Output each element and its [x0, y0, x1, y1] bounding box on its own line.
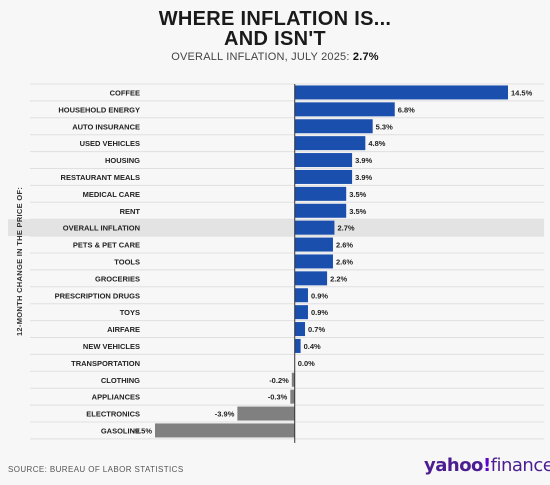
- category-label: TOYS: [120, 308, 140, 317]
- bar: [294, 338, 301, 353]
- y-axis-label: 12-MONTH CHANGE IN THE PRICE OF:: [15, 187, 24, 336]
- subtitle-prefix: OVERALL INFLATION, JULY 2025:: [171, 51, 353, 63]
- chart-title: WHERE INFLATION IS... AND ISN'T: [0, 9, 550, 49]
- subtitle-value: 2.7%: [352, 51, 379, 63]
- bar: [294, 254, 333, 269]
- bar: [294, 322, 306, 337]
- value-label: 0.4%: [304, 342, 321, 351]
- chart-subtitle: OVERALL INFLATION, JULY 2025: 2.7%: [0, 51, 550, 63]
- value-label: -0.3%: [268, 393, 288, 402]
- value-label: -0.2%: [269, 376, 289, 385]
- category-label: AUTO INSURANCE: [72, 122, 140, 131]
- category-label: NEW VEHICLES: [83, 342, 140, 351]
- bar: [294, 169, 353, 184]
- value-label: 0.9%: [311, 308, 328, 317]
- bar: [294, 203, 347, 218]
- category-label: GROCERIES: [95, 274, 140, 283]
- value-label: 0.0%: [298, 359, 315, 368]
- bar: [294, 85, 508, 100]
- value-label: 2.7%: [337, 224, 354, 233]
- value-label: -9.5%: [132, 426, 152, 435]
- highlight-row: [8, 219, 544, 237]
- bar: [294, 220, 335, 235]
- value-label: 2.2%: [330, 274, 347, 283]
- value-label: 3.9%: [355, 173, 372, 182]
- title-line-2: AND ISN'T: [224, 28, 326, 50]
- bar: [291, 372, 295, 387]
- bar: [237, 406, 295, 421]
- value-label: 2.6%: [336, 241, 353, 250]
- bar: [294, 237, 333, 252]
- bar: [294, 153, 353, 168]
- bar: [294, 305, 308, 320]
- bar: [294, 136, 366, 151]
- value-label: 4.8%: [368, 139, 385, 148]
- category-label: RENT: [120, 207, 141, 216]
- bar: [294, 119, 373, 134]
- category-label: RESTAURANT MEALS: [61, 173, 140, 182]
- title-line-1: WHERE INFLATION IS...: [158, 8, 392, 30]
- value-label: 2.6%: [336, 257, 353, 266]
- value-label: 3.5%: [349, 190, 366, 199]
- logo-bang: !: [482, 455, 491, 476]
- logo-word-yahoo: yahoo: [424, 455, 483, 476]
- value-label: -3.9%: [215, 410, 235, 419]
- bar: [290, 389, 295, 404]
- category-label: USED VEHICLES: [80, 139, 140, 148]
- category-label: PRESCRIPTION DRUGS: [55, 291, 140, 300]
- category-label: AIRFARE: [107, 325, 140, 334]
- bar: [294, 102, 395, 117]
- value-label: 0.9%: [311, 291, 328, 300]
- category-label: APPLIANCES: [92, 393, 140, 402]
- bar: [294, 271, 328, 286]
- category-label: GASOLINE: [101, 426, 140, 435]
- category-label: TRANSPORTATION: [71, 359, 140, 368]
- category-label: COFFEE: [110, 88, 140, 97]
- source-note: SOURCE: BUREAU OF LABOR STATISTICS: [8, 465, 184, 474]
- category-label: OVERALL INFLATION: [63, 224, 140, 233]
- bar: [155, 423, 295, 438]
- bar: [294, 186, 347, 201]
- value-label: 14.5%: [511, 88, 533, 97]
- bar: [294, 288, 308, 303]
- category-label: CLOTHING: [101, 376, 140, 385]
- value-label: 3.9%: [355, 156, 372, 165]
- value-label: 5.3%: [376, 122, 393, 131]
- category-label: PETS & PET CARE: [73, 241, 140, 250]
- category-label: HOUSEHOLD ENERGY: [58, 105, 140, 114]
- value-label: 3.5%: [349, 207, 366, 216]
- value-label: 6.8%: [398, 105, 415, 114]
- category-label: HOUSING: [105, 156, 140, 165]
- category-label: MEDICAL CARE: [83, 190, 140, 199]
- yahoo-finance-logo: yahoo!finance: [424, 455, 550, 476]
- value-label: 0.7%: [308, 325, 325, 334]
- logo-word-finance: finance: [490, 455, 550, 476]
- category-label: TOOLS: [114, 257, 140, 266]
- category-label: ELECTRONICS: [86, 410, 140, 419]
